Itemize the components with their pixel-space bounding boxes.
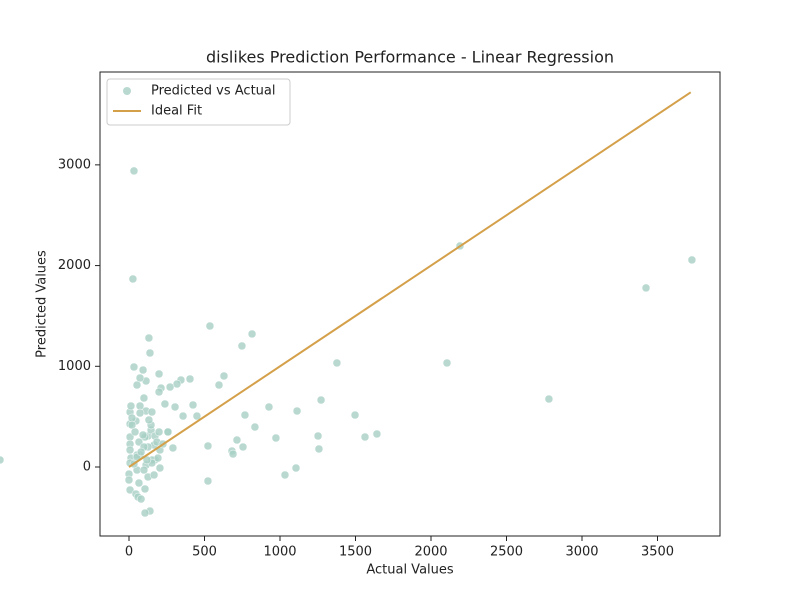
point [641,283,651,293]
point [360,432,370,442]
point [687,255,697,265]
point [129,362,139,372]
point [163,427,173,437]
point [160,399,170,409]
y-tick-label: 1000 [58,359,91,374]
point [170,402,180,412]
y-tick-label: 3000 [58,157,91,172]
point [145,348,155,358]
point [313,431,323,441]
point [144,333,154,343]
point [350,410,360,420]
axes-frame [99,71,721,537]
point [135,373,145,383]
point [332,358,342,368]
y-tick-label: 0 [83,460,91,475]
point [130,427,140,437]
point [126,401,136,411]
point [205,321,215,331]
point [154,369,164,379]
legend-swatch [123,87,131,95]
legend-label: Ideal Fit [151,104,202,119]
point [125,485,135,495]
legend-label: Predicted vs Actual [151,84,275,99]
point [132,380,142,390]
point [124,475,134,485]
point [185,374,195,384]
point [203,441,213,451]
legend-box [106,78,291,126]
x-tick-label: 2000 [414,545,447,560]
point [136,447,146,457]
point [442,358,452,368]
chart-title: dislikes Prediction Performance - Linear… [206,48,614,67]
point [135,408,145,418]
point [228,449,238,459]
legend: Predicted vs Actual Ideal Fit [106,78,291,126]
point [544,394,554,404]
point [237,341,247,351]
point [129,166,139,176]
x-tick-label: 500 [192,545,217,560]
point [140,508,150,518]
point [0,455,5,465]
point [316,395,326,405]
point [214,380,224,390]
point [155,463,165,473]
point [219,371,229,381]
x-tick-label: 0 [125,545,133,560]
point [192,411,202,421]
point [127,413,137,423]
point [238,442,248,452]
point [149,470,159,480]
point [134,478,144,488]
point [139,465,149,475]
x-tick-label: 3500 [641,545,674,560]
x-tick-label: 3000 [565,545,598,560]
x-tick-label: 1500 [339,545,372,560]
point [232,435,242,445]
point [139,393,149,403]
point [138,430,148,440]
point [188,400,198,410]
point [138,365,148,375]
point [264,402,274,412]
point [291,463,301,473]
point [144,415,154,425]
point [314,444,324,454]
point [247,329,257,339]
point [292,406,302,416]
point [154,387,164,397]
point [140,484,150,494]
x-axis-label: Actual Values [366,563,454,578]
x-tick-label: 2500 [490,545,523,560]
x-tick-label: 1000 [263,545,296,560]
y-tick-label: 2000 [58,258,91,273]
point [153,453,163,463]
plot-area [0,91,697,518]
point [154,427,164,437]
point [165,382,175,392]
point [372,429,382,439]
point [240,410,250,420]
point [271,433,281,443]
point [280,470,290,480]
point [203,476,213,486]
point [136,494,146,504]
point [147,407,157,417]
point [125,445,135,455]
point [250,422,260,432]
y-axis-label: Predicted Values [35,250,50,358]
point [168,443,178,453]
ideal-line [128,91,692,468]
point [178,411,188,421]
point [128,274,138,284]
